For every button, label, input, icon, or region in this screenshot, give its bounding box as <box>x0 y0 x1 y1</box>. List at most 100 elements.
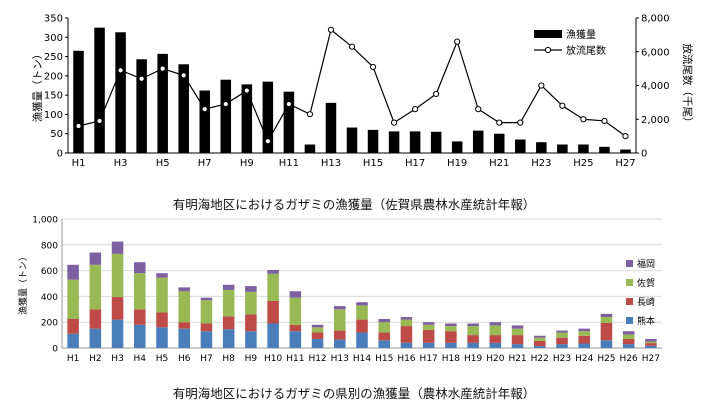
right-tick-label: 0 <box>641 149 647 160</box>
bar-segment-福岡-H7 <box>200 297 213 301</box>
bar-segment-佐賀-H6 <box>178 291 190 323</box>
point-release-H6 <box>180 72 187 79</box>
legend-label-catch: 漁獲量 <box>566 28 596 41</box>
bar-segment-佐賀-H14 <box>356 305 368 320</box>
bar-segment-福岡-H24 <box>578 328 590 332</box>
left-tick-label: 50 <box>50 129 63 140</box>
bar-segment-佐賀-H16 <box>400 319 413 327</box>
bar-segment-長崎-H24 <box>578 335 590 344</box>
bar-catch-H26 <box>599 146 610 153</box>
bar-segment-熊本-H1 <box>67 333 79 348</box>
bar-catch-H9 <box>241 84 253 153</box>
bar-segment-佐賀-H10 <box>267 273 279 301</box>
bar-segment-熊本-H12 <box>311 338 324 348</box>
bar-segment-佐賀-H4 <box>134 273 146 310</box>
point-release-H2 <box>96 117 103 125</box>
bar-catch-H2 <box>94 27 105 154</box>
bar-segment-福岡-H13 <box>334 306 346 310</box>
bar-catch-H7 <box>199 90 210 153</box>
bar-segment-福岡-H10 <box>267 269 279 274</box>
bar-segment-福岡-H5 <box>156 273 168 278</box>
x-tick-label: H15 <box>363 158 383 169</box>
bar-segment-佐賀-H25 <box>600 317 613 323</box>
bar-segment-佐賀-H17 <box>422 324 435 330</box>
left-tick-label: 100 <box>44 110 63 121</box>
bar-segment-佐賀-H24 <box>578 331 590 336</box>
bar-segment-福岡-H19 <box>467 323 479 327</box>
x-tick-label: H26 <box>620 354 638 364</box>
bar-segment-熊本-H23 <box>556 344 568 348</box>
bar-segment-福岡-H17 <box>422 322 435 325</box>
bar-segment-長崎-H9 <box>245 314 257 332</box>
point-release-H15 <box>369 63 377 71</box>
legend-swatch-長崎 <box>626 298 633 305</box>
left-tick-label: 150 <box>44 91 63 102</box>
right-tick-label: 2,000 <box>641 115 670 126</box>
bar-segment-福岡-H21 <box>511 325 524 329</box>
bar-catch-H14 <box>346 127 358 153</box>
bar-segment-長崎-H2 <box>89 309 102 329</box>
x-tick-label: H7 <box>198 158 212 169</box>
bar-segment-佐賀-H11 <box>289 297 302 325</box>
x-tick-label: H21 <box>508 354 526 364</box>
bar-segment-長崎-H1 <box>67 318 79 334</box>
legend-swatch-福岡 <box>626 260 633 267</box>
bar-segment-長崎-H25 <box>600 322 613 341</box>
legend-label-熊本: 熊本 <box>637 315 655 327</box>
point-release-H17 <box>412 106 419 113</box>
bar-segment-熊本-H7 <box>200 331 213 348</box>
x-tick-label: H9 <box>245 354 258 364</box>
point-release-H24 <box>559 102 566 109</box>
legend-swatch-catch <box>534 30 562 38</box>
bar-segment-長崎-H23 <box>556 337 568 345</box>
bar-segment-佐賀-H12 <box>311 327 324 333</box>
bar-segment-熊本-H16 <box>400 342 413 348</box>
x-tick-label: H20 <box>486 354 504 364</box>
bar-catch-H27 <box>620 149 631 153</box>
x-tick-label: H5 <box>156 354 169 364</box>
x-tick-label: H14 <box>353 354 371 364</box>
bar-segment-福岡-H23 <box>556 330 568 333</box>
x-tick-label: H8 <box>222 354 235 364</box>
bar-segment-長崎-H12 <box>311 332 324 339</box>
point-release-H22 <box>517 119 524 126</box>
x-tick-label: H6 <box>178 354 191 364</box>
bar-catch-H3 <box>115 32 126 154</box>
bar-segment-長崎-H4 <box>134 309 146 325</box>
bar-segment-熊本-H11 <box>289 331 302 348</box>
x-tick-label: H21 <box>489 158 509 169</box>
bar-segment-佐賀-H8 <box>222 289 235 317</box>
bar-segment-熊本-H19 <box>467 342 479 348</box>
x-tick-label: H22 <box>531 354 549 364</box>
bar-segment-熊本-H24 <box>578 343 590 348</box>
bar-segment-佐賀-H9 <box>245 291 257 315</box>
bar-segment-福岡-H15 <box>378 318 390 323</box>
point-release-H23 <box>538 82 545 89</box>
bar-segment-長崎-H22 <box>534 340 546 347</box>
left-tick-label: 300 <box>44 33 63 44</box>
x-tick-label: H15 <box>375 354 393 364</box>
right-tick-label: 8,000 <box>641 14 670 25</box>
bar-segment-福岡-H6 <box>178 287 190 292</box>
bar-segment-佐賀-H21 <box>511 328 524 336</box>
bar-segment-熊本-H8 <box>222 329 235 348</box>
x-tick-label: H23 <box>553 354 571 364</box>
left-tick-label: 350 <box>44 14 63 25</box>
point-release-H25 <box>580 116 587 123</box>
legend-label-release: 放流尾数 <box>566 44 606 57</box>
point-release-H9 <box>243 87 250 94</box>
y-tick-label: 1,000 <box>32 216 58 226</box>
bar-segment-熊本-H6 <box>178 328 190 348</box>
bar-catch-H17 <box>409 131 421 153</box>
bar-segment-熊本-H21 <box>511 344 524 348</box>
bar-segment-熊本-H27 <box>645 345 657 348</box>
x-tick-label: H9 <box>240 158 254 169</box>
point-release-H16 <box>390 119 398 126</box>
x-tick-label: H25 <box>573 158 593 169</box>
x-tick-label: H27 <box>642 354 660 364</box>
bar-segment-福岡-H2 <box>89 252 102 265</box>
y-tick-label: 600 <box>41 267 58 277</box>
bar-segment-長崎-H26 <box>622 338 635 345</box>
